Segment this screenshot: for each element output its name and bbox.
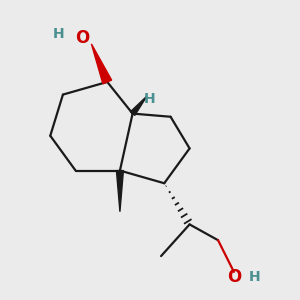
Polygon shape <box>116 171 123 212</box>
Text: H: H <box>52 27 64 41</box>
Text: O: O <box>75 28 89 46</box>
Text: O: O <box>227 268 241 286</box>
Polygon shape <box>130 96 147 116</box>
Polygon shape <box>92 44 112 84</box>
Text: H: H <box>249 270 260 283</box>
Text: H: H <box>144 92 156 106</box>
